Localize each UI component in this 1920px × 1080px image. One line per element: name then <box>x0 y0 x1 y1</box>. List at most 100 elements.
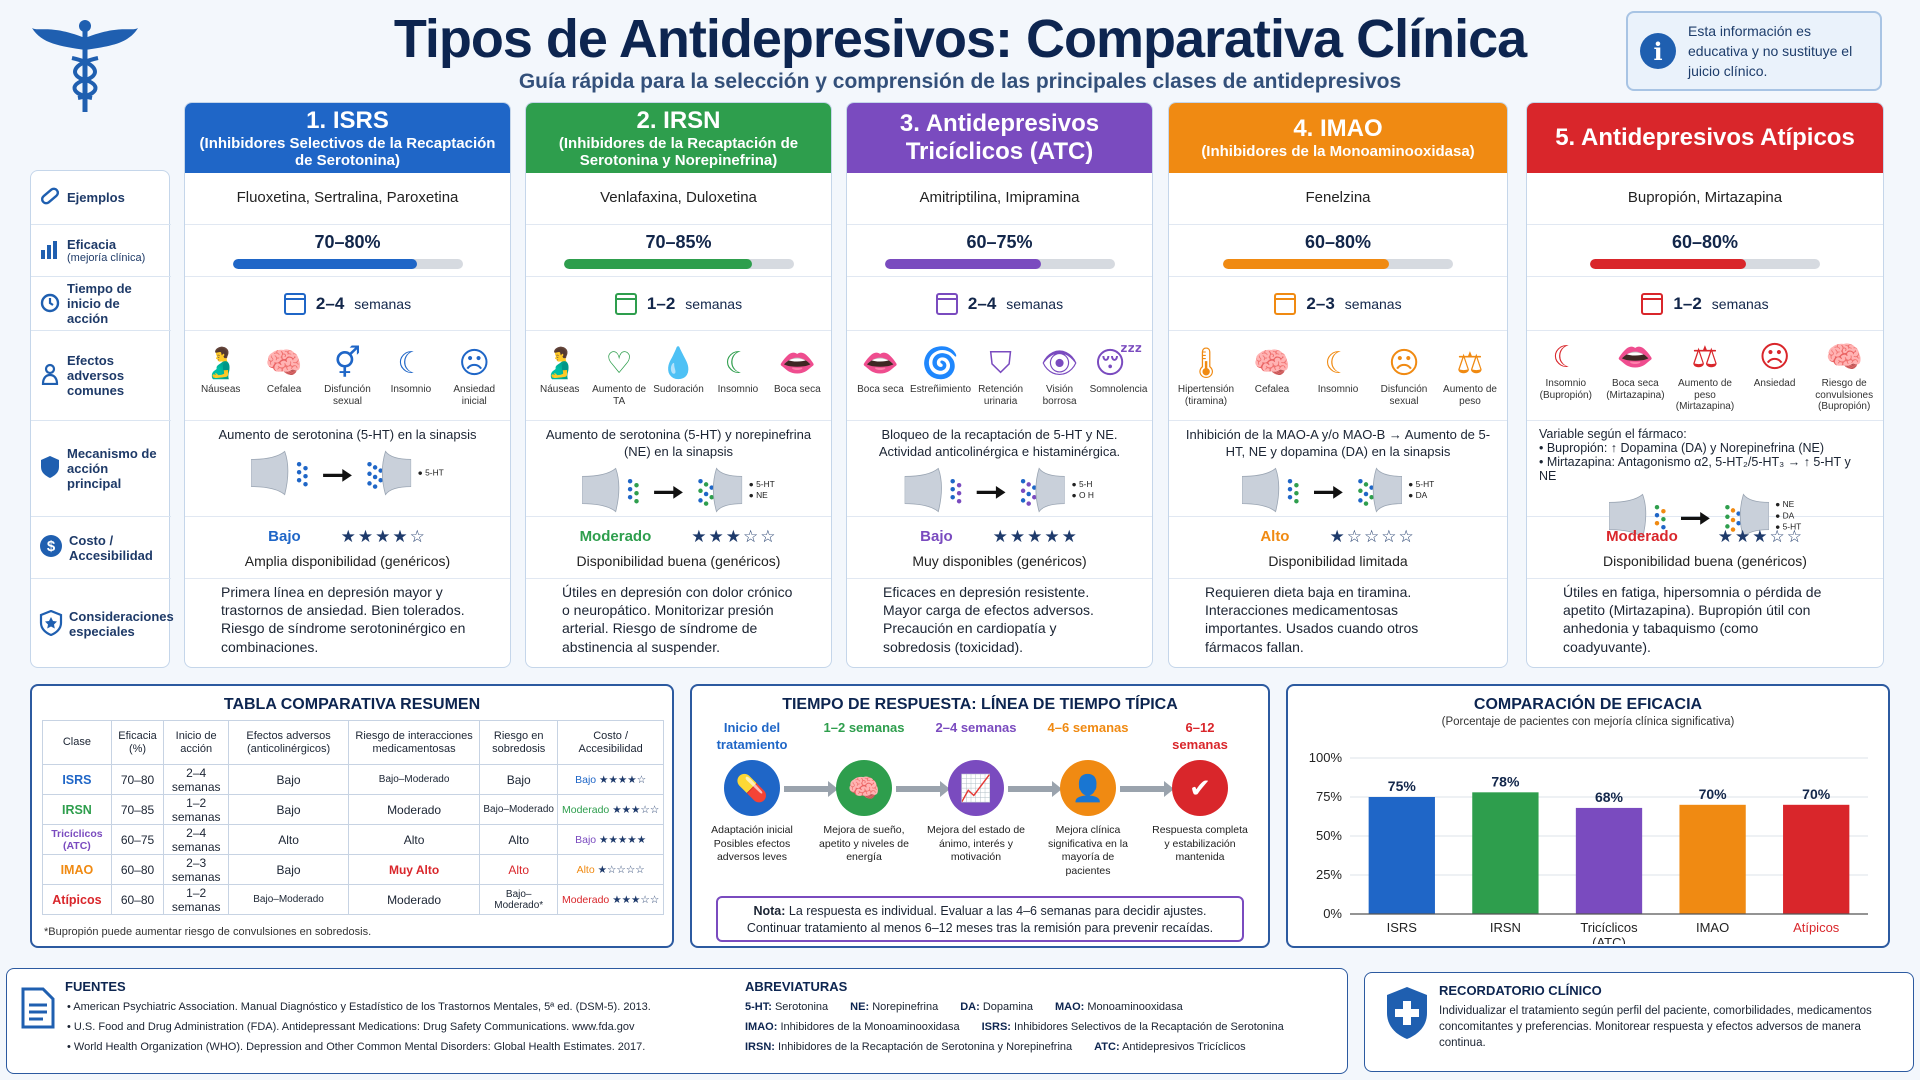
summary-title: TABLA COMPARATIVA RESUMEN <box>223 696 481 713</box>
table-cost-level: Moderado <box>561 893 610 906</box>
adverse-effect-icon: ☾ <box>1552 341 1580 375</box>
class-considerations: Útiles en fatiga, hipersomnia o pérdida … <box>1563 584 1822 655</box>
abbreviation-value: Norepinefrina <box>872 1001 939 1013</box>
legend-item: DA <box>1408 491 1434 501</box>
synapse-icon <box>251 450 412 496</box>
abbreviation-row: IMAO: Inhibidores de la Monoaminooxidasa… <box>745 1021 1345 1033</box>
abbreviation-key: ATC: <box>1094 1041 1120 1053</box>
body-icon <box>39 363 61 388</box>
table-cell: Bajo–Moderado <box>228 884 350 915</box>
calendar-icon <box>1641 292 1664 315</box>
chart-y-tick: 100% <box>1309 750 1343 765</box>
table-cell: Bajo–Moderado <box>479 794 559 825</box>
adverse-effect: ☾ Insomnio <box>380 344 442 407</box>
adverse-effect-icon: 🌀 <box>921 347 960 380</box>
shield-cross-icon <box>1387 987 1427 1039</box>
table-cell: Moderado <box>348 794 481 825</box>
adverse-effect: ⛉ Retención urinaria <box>971 344 1030 407</box>
mechanism-intro: Variable según el fármaco: <box>1539 427 1687 441</box>
chart-data-label: 78% <box>1491 773 1520 789</box>
adverse-effect-label: Aumento de TA <box>592 384 647 407</box>
abbreviation-item: IRSN: Inhibidores de la Recaptación de S… <box>745 1041 1072 1053</box>
timeline-arrowhead <box>1164 781 1174 797</box>
legend-item: 5-HT <box>749 479 775 489</box>
class-examples: Fluoxetina, Sertralina, Paroxetina <box>236 189 459 207</box>
abbreviation-value: Serotonina <box>774 1001 829 1013</box>
footer-panel: FUENTES • American Psychiatric Associati… <box>6 968 1348 1074</box>
class-column-4: 4. IMAO (Inhibidores de la Monoaminooxida… <box>1168 102 1508 668</box>
abbreviation-key: IMAO: <box>745 1021 778 1033</box>
bar-chart-icon <box>39 238 61 263</box>
adverse-effect: 👄 Boca seca <box>768 344 827 407</box>
onset-value: 2–4 <box>315 293 345 313</box>
table-cell: 70–85 <box>110 794 165 825</box>
onset-unit: semanas <box>1006 295 1064 312</box>
onset-unit: semanas <box>354 295 412 312</box>
table-header-cell: Eficacia (%) <box>110 720 165 765</box>
timeline-arrow <box>784 786 832 792</box>
chart-y-tick: 25% <box>1316 867 1342 882</box>
mechanism-item: • Mirtazapina: Antagonismo α2, 5-HT₂/5-H… <box>1539 455 1851 483</box>
table-cell: 2–3 semanas <box>163 854 230 885</box>
abbreviation-item: DA: Dopamina <box>960 1001 1033 1013</box>
adverse-effect-icon: ☾ <box>1324 347 1352 380</box>
adverse-effect: ⚖ Aumento de peso (Mirtazapina) <box>1674 338 1736 413</box>
table-cost-level: Alto <box>576 863 595 876</box>
timeline-arrow <box>1120 786 1168 792</box>
table-class-cell: ISRS <box>42 764 112 795</box>
efficacy-value: 60–80% <box>1671 232 1739 252</box>
adverse-effect-label: Boca seca <box>773 384 821 395</box>
chart-bar <box>1575 807 1643 914</box>
class-considerations: Útiles en depresión con dolor crónico o … <box>562 584 793 655</box>
table-cell: Alto <box>479 824 559 855</box>
adverse-effect: 👄 Boca seca <box>851 344 910 407</box>
adverse-effect: 👁 Visión borrosa <box>1030 344 1089 407</box>
adverse-effect-label: Insomnio (Bupropión) <box>1539 378 1592 401</box>
cost-stars: ★★★☆☆ <box>1717 526 1804 546</box>
timeline-step-desc: Mejora de sueño, apetito y niveles de en… <box>819 824 909 864</box>
adverse-effect-label: Insomnio <box>717 384 759 395</box>
timeline-step-desc: Respuesta completa y estabilización mant… <box>1152 824 1248 864</box>
efficacy-value: 60–75% <box>966 232 1033 252</box>
chart-bar <box>1783 804 1850 914</box>
adverse-effect-label: Insomnio <box>1317 384 1359 395</box>
adverse-effect: ☾ Insomnio (Bupropión) <box>1535 338 1597 413</box>
mechanism-legend: 5-HT <box>418 468 444 478</box>
legend-item: 5-HT <box>1408 479 1435 489</box>
legend-item: 5-HT <box>418 468 444 478</box>
mechanism-legend: NEDA5-HT <box>1775 500 1802 532</box>
class-column-3: 3. Antidepresivos Tricíclicos (ATC) Amitr… <box>846 102 1153 668</box>
legend-item: 5-H <box>1071 479 1093 489</box>
timeline-arrow <box>896 786 944 792</box>
timeline-step-time: 4–6 semanas <box>1047 720 1129 735</box>
table-header-cell: Clase <box>42 720 112 765</box>
adverse-effect-icon: ☾ <box>397 347 425 380</box>
table-cost-level: Bajo <box>575 833 597 846</box>
table-cell: 2–4 semanas <box>163 824 230 855</box>
table-cell: Alto <box>228 824 350 855</box>
mechanism-text: Aumento de serotonina (5-HT) y norepinef… <box>545 427 812 459</box>
abbreviation-key: DA: <box>960 1001 980 1013</box>
efficacy-bar-fill <box>1223 259 1389 269</box>
timeline-note-label: Nota: <box>753 904 786 918</box>
timeline-arrowhead <box>1052 781 1062 797</box>
class-fullname: (Inhibidores de la Recaptación de Seroto… <box>558 134 799 169</box>
onset-unit: semanas <box>685 295 743 312</box>
efficacy-value: 70–80% <box>314 232 381 252</box>
abbreviation-key: ISRS: <box>981 1021 1011 1033</box>
efficacy-bar <box>1590 259 1820 269</box>
row-label-text: Consideraciones especiales <box>69 609 174 639</box>
adverse-effect-label: Cefalea <box>1254 384 1290 395</box>
abbreviation-value: Monoaminooxidasa <box>1087 1001 1183 1013</box>
table-header-cell: Costo / Accesibilidad <box>557 720 664 765</box>
table-cell: Moderado <box>348 884 481 915</box>
table-row: Tricíclicos (ATC) 60–75 2–4 semanas Alto Alt… <box>42 824 664 855</box>
table-class-cell: IMAO <box>42 854 112 885</box>
table-class-cell: Tricíclicos (ATC) <box>42 824 112 855</box>
mechanism-text: Inhibición de la MAO-A y/o MAO-B → Aumen… <box>1185 427 1491 459</box>
adverse-effect: 🧠 Riesgo de convulsiones (Bupropión) <box>1813 338 1875 413</box>
row-label-text: Eficacia <box>67 237 117 252</box>
adverse-effect-icon: ☹ <box>458 347 490 380</box>
svg-text:$: $ <box>47 538 56 555</box>
chart-data-label: 70% <box>1699 786 1728 802</box>
